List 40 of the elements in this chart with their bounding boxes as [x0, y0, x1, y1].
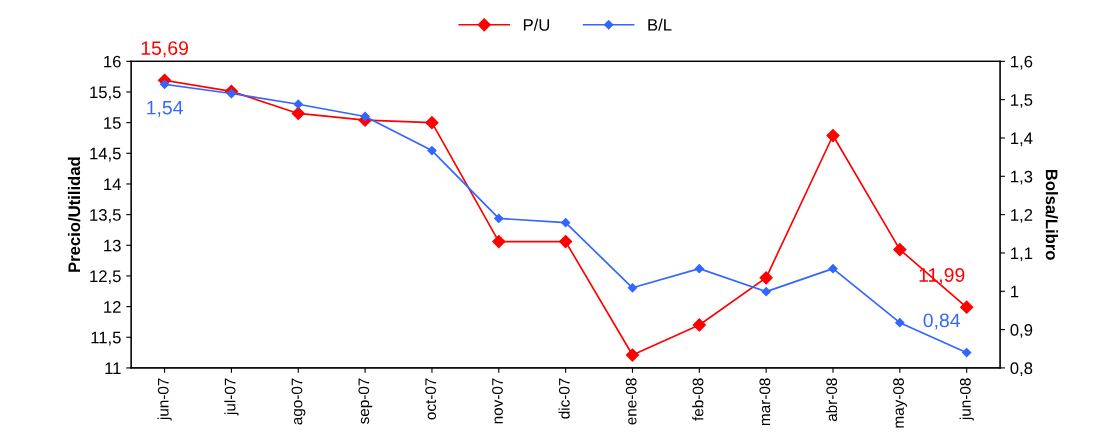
y-axis-title: Precio/Utilidad	[67, 157, 81, 272]
x-tick-label: ago-07	[291, 378, 306, 425]
x-tick-label: ene-08	[625, 378, 637, 425]
y-tick-label: 13	[104, 239, 121, 252]
y-tick-label: 15	[104, 117, 121, 129]
x-tick-label: sep-07	[358, 378, 373, 424]
x-tick-label: feb-08	[692, 378, 704, 421]
x-tick-label: mar-08	[759, 378, 771, 426]
x-tick-label: jul-07	[224, 378, 239, 416]
x-tick-label: nov-07	[492, 378, 503, 424]
x-tick-label: jun-08	[959, 378, 974, 421]
y-tick-label: 11,5	[91, 331, 121, 346]
data-label: 1,54	[147, 100, 183, 117]
data-label: 15,69	[141, 41, 188, 58]
y-tick-label: 16	[104, 55, 121, 68]
legend-label: P/U	[523, 18, 550, 31]
y-tick-label: 14,5	[90, 147, 121, 162]
y-tick-label: 12,5	[90, 270, 121, 285]
y2-tick-label: 1	[1011, 285, 1019, 298]
y2-axis-title: Bolsa/Libro	[1045, 169, 1058, 260]
x-tick-label: may-08	[893, 378, 907, 428]
x-tick-label: oct-07	[425, 378, 437, 420]
y2-tick-label: 0,9	[1010, 324, 1033, 338]
legend-label: B/L	[648, 18, 672, 31]
y-tick-label: 15,5	[90, 86, 121, 101]
y2-tick-label: 1,6	[1011, 55, 1033, 70]
y2-tick-label: 1,3	[1011, 170, 1033, 185]
y2-tick-label: 1,2	[1011, 209, 1033, 223]
x-tick-label: dic-07	[558, 378, 570, 419]
y2-tick-label: 1,1	[1011, 247, 1033, 262]
y2-tick-label: 1,4	[1011, 132, 1033, 147]
y-tick-label: 11	[105, 362, 121, 374]
y2-tick-label: 1,5	[1011, 94, 1033, 108]
data-label: 0,84	[923, 313, 961, 330]
y-tick-label: 13,5	[90, 209, 121, 223]
y2-tick-label: 0,8	[1010, 362, 1033, 377]
y-tick-label: 14	[104, 178, 121, 190]
x-tick-label: abr-08	[825, 378, 838, 422]
y-tick-label: 12	[104, 301, 121, 313]
x-tick-label: jun-07	[157, 378, 172, 421]
